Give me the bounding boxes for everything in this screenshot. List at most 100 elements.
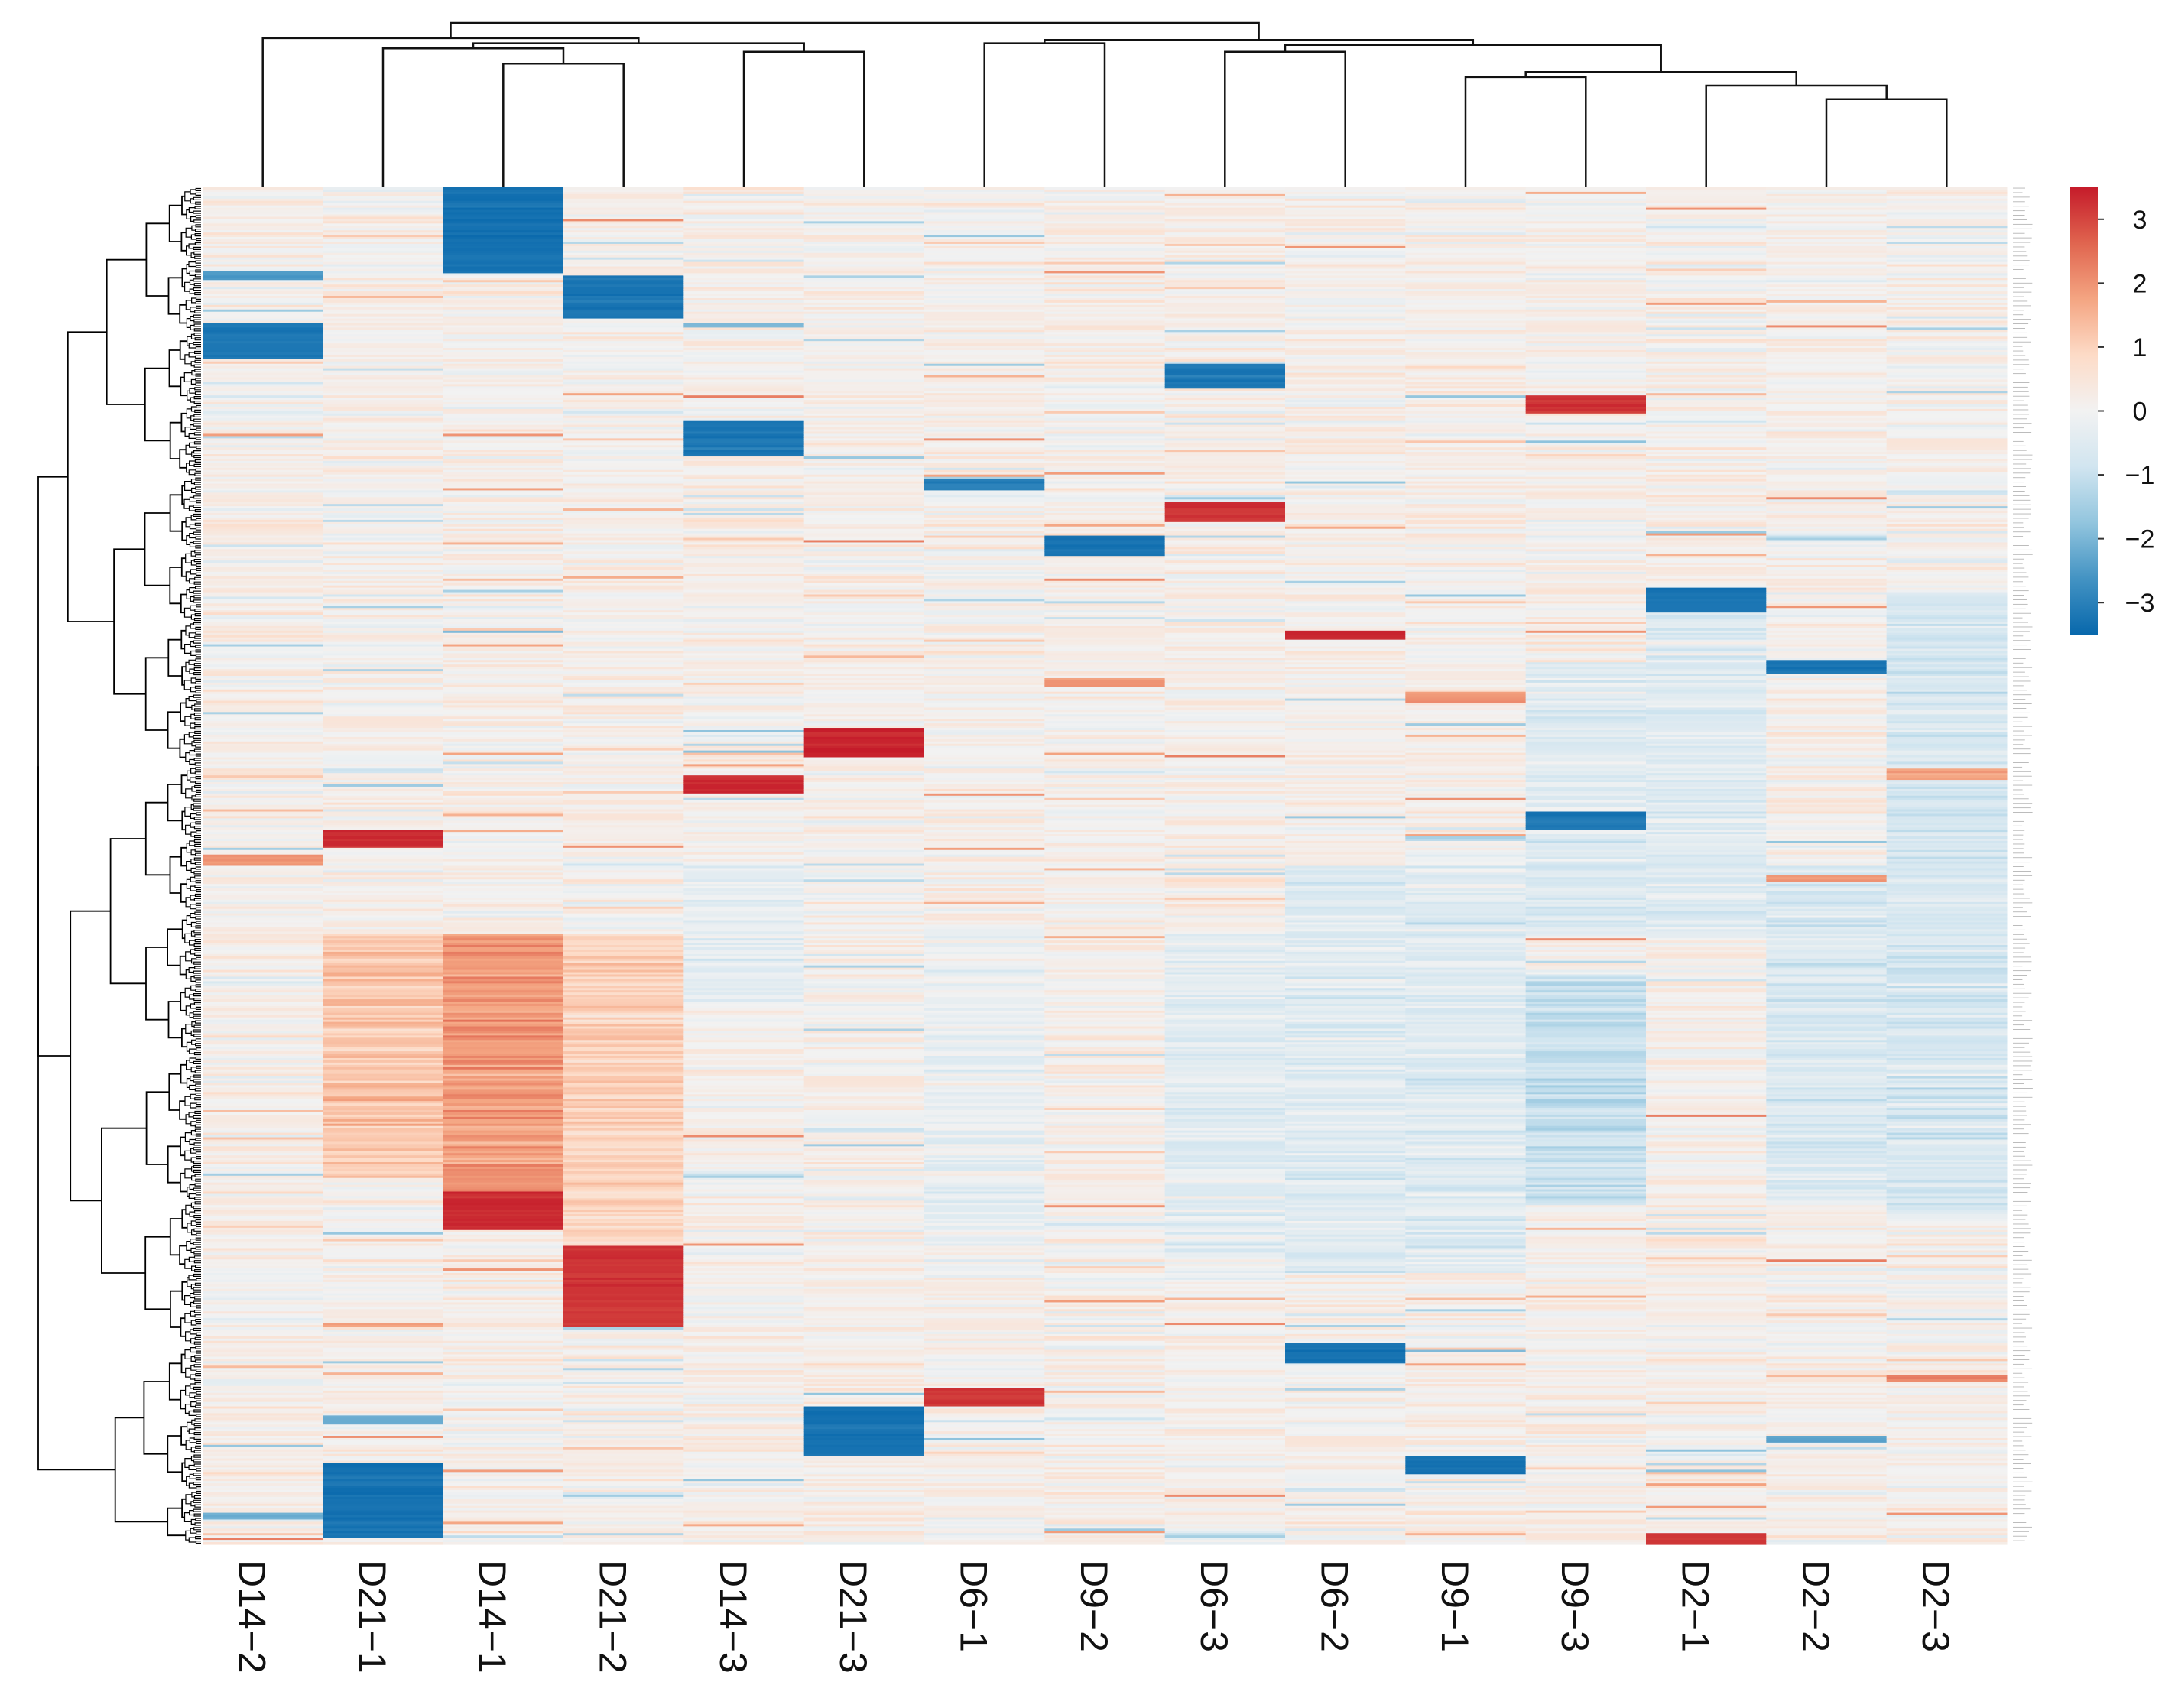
heatmap-cell <box>323 388 444 391</box>
heatmap-cell <box>203 1266 323 1269</box>
row-dendrogram-link <box>185 1204 192 1215</box>
heatmap-cell <box>683 1431 805 1434</box>
row-dendrogram-link <box>196 563 201 567</box>
row-dendrogram-link <box>195 265 201 268</box>
heatmap-cell <box>443 1223 564 1226</box>
heatmap-cell <box>563 1101 684 1104</box>
heatmap-cell <box>803 943 925 946</box>
heatmap-cell <box>924 375 1045 378</box>
heatmap-cell <box>683 531 805 534</box>
heatmap-cell <box>563 1463 684 1466</box>
row-dendrogram-link <box>194 255 201 259</box>
heatmap-cell <box>443 943 564 946</box>
heatmap-cell <box>443 655 564 658</box>
heatmap-cell <box>683 667 805 670</box>
heatmap-cell <box>443 983 564 986</box>
heatmap-cell <box>683 628 805 632</box>
heatmap-cell <box>683 189 805 193</box>
heatmap-cell <box>1044 228 1166 231</box>
heatmap-cell <box>683 1354 805 1358</box>
heatmap-cell <box>443 967 564 971</box>
heatmap-cell <box>683 1538 805 1541</box>
heatmap-cell <box>803 834 925 837</box>
heatmap-cell <box>323 424 444 428</box>
heatmap-cell <box>803 429 925 433</box>
row-dendrogram-link <box>195 382 201 386</box>
row-dendrogram-link <box>185 1530 191 1541</box>
heatmap-cell <box>203 334 323 337</box>
heatmap-cell <box>563 804 684 808</box>
row-dendrogram-link <box>194 292 201 296</box>
heatmap-cell <box>924 1295 1045 1299</box>
heatmap-cell <box>683 1496 805 1500</box>
heatmap-cell <box>203 990 323 993</box>
row-dendrogram-link <box>193 663 201 667</box>
heatmap-cell <box>323 1069 444 1073</box>
heatmap-cell <box>203 479 323 482</box>
heatmap-cell <box>443 1092 564 1095</box>
heatmap-cell <box>924 284 1045 287</box>
heatmap-cell <box>443 1347 564 1351</box>
heatmap-cell <box>803 490 925 493</box>
heatmap-cell <box>563 610 684 613</box>
heatmap-cell <box>203 1501 323 1505</box>
heatmap-cell <box>443 1198 564 1201</box>
heatmap-cell <box>443 330 564 333</box>
heatmap-cell <box>323 700 444 704</box>
heatmap-cell <box>803 212 925 216</box>
heatmap-cell <box>443 1479 564 1482</box>
heatmap-cell <box>803 1164 925 1167</box>
heatmap-cell <box>203 1031 323 1034</box>
heatmap-cell <box>563 1320 684 1323</box>
heatmap-cell <box>443 1076 564 1080</box>
heatmap-cell <box>803 456 925 459</box>
row-dendrogram-link <box>167 711 181 749</box>
heatmap-cell <box>203 1125 323 1129</box>
heatmap-cell <box>683 710 805 713</box>
heatmap-cell <box>323 245 444 249</box>
row-dendrogram-link <box>194 947 201 951</box>
heatmap-cell <box>203 456 323 459</box>
heatmap-cell <box>443 1003 564 1007</box>
heatmap-cell <box>323 330 444 333</box>
heatmap-cell <box>443 440 564 443</box>
heatmap-cell <box>563 906 684 910</box>
heatmap-cell <box>443 734 564 738</box>
heatmap-cell <box>683 1325 805 1328</box>
heatmap-cell <box>563 1307 684 1310</box>
heatmap-cell <box>563 488 684 492</box>
row-dendrogram-link <box>193 364 201 368</box>
heatmap-cell <box>803 311 925 315</box>
heatmap-cell <box>563 422 684 426</box>
heatmap-cell <box>203 1096 323 1099</box>
heatmap-cell <box>924 411 1045 414</box>
heatmap-cell <box>443 313 564 317</box>
heatmap-cell <box>924 1488 1045 1491</box>
heatmap-cell <box>683 583 805 586</box>
heatmap-cell <box>924 578 1045 582</box>
heatmap-cell <box>203 619 323 622</box>
heatmap-cell <box>443 1119 564 1122</box>
heatmap-cell <box>323 721 444 724</box>
heatmap-cell <box>203 721 323 724</box>
heatmap-cell <box>203 1449 323 1453</box>
heatmap-cell <box>323 712 444 715</box>
heatmap-cell <box>563 1064 684 1068</box>
heatmap-cell <box>443 1538 564 1541</box>
heatmap-cell <box>323 1420 444 1423</box>
heatmap-cell <box>803 1033 925 1036</box>
heatmap-cell <box>683 271 805 274</box>
row-dendrogram-link <box>193 1228 201 1232</box>
heatmap-cell <box>563 424 684 428</box>
heatmap-cell <box>924 443 1045 446</box>
heatmap-cell <box>323 232 444 235</box>
heatmap-cell <box>323 1279 444 1283</box>
heatmap-cell <box>683 1422 805 1425</box>
heatmap-cell <box>563 924 684 927</box>
row-dendrogram-link <box>190 777 196 783</box>
heatmap-cell <box>563 632 684 636</box>
heatmap-cell <box>924 886 1045 889</box>
heatmap-cell <box>924 601 1045 604</box>
heatmap-cell <box>323 479 444 482</box>
heatmap-cell <box>924 983 1045 986</box>
